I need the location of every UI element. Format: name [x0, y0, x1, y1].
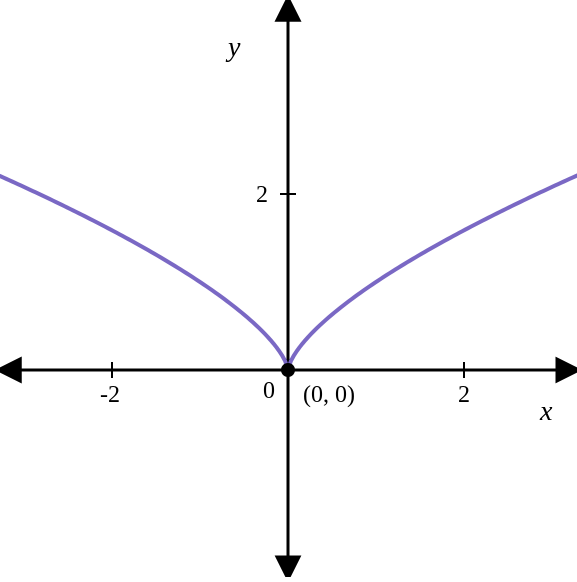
x-tick-pos2: 2 — [458, 382, 470, 409]
y-axis-label: y — [228, 32, 240, 64]
y-tick-pos2: 2 — [256, 182, 268, 209]
origin-label: 0 — [263, 378, 275, 405]
chart-svg — [0, 0, 577, 577]
x-tick-neg2: -2 — [100, 382, 120, 409]
origin-point-label: (0, 0) — [303, 382, 355, 409]
cusp-curve-chart: y x -2 2 2 0 (0, 0) — [0, 0, 577, 577]
x-axis-label: x — [540, 396, 552, 428]
